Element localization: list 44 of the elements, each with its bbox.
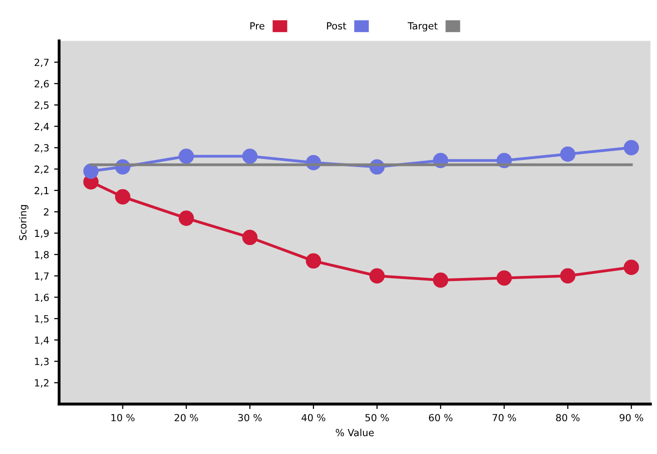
- point: [432, 272, 448, 288]
- y-tick-label: 2,2: [34, 166, 48, 174]
- point: [496, 270, 512, 286]
- y-tick-label: 2,4: [34, 122, 49, 132]
- y-tick-label: 1,6: [35, 294, 49, 302]
- legend-label: Pre: [250, 22, 264, 30]
- x-tick-label: 40 %: [302, 414, 326, 422]
- y-tick-label: 1,8: [35, 250, 49, 260]
- x-tick-label: 30 %: [238, 414, 262, 422]
- y-tick-label: 2,6: [34, 80, 49, 88]
- y-tick-label: 1,3: [35, 358, 49, 366]
- legend-label: Post: [327, 22, 346, 30]
- point: [242, 148, 258, 164]
- legend-label: Target: [408, 22, 438, 32]
- point: [560, 268, 576, 284]
- point: [624, 260, 639, 275]
- x-tick-label: 80 %: [556, 414, 580, 422]
- y-axis-title: Scoring: [18, 205, 28, 240]
- y-tick-label: 1,2: [35, 379, 48, 388]
- y-tick-label: 2,1: [34, 186, 49, 196]
- x-tick-label: 50 %: [365, 414, 389, 422]
- x-tick-label: 10 %: [111, 414, 135, 422]
- y-tick-label: 1,5: [35, 315, 49, 324]
- point: [624, 140, 639, 156]
- y-tick-label: 2: [44, 208, 48, 216]
- y-tick-label: 2,3: [34, 144, 49, 153]
- point: [115, 189, 130, 204]
- y-tick-label: 2,5: [34, 101, 49, 110]
- x-tick-label: 60 %: [428, 414, 452, 422]
- point: [306, 253, 322, 269]
- point: [369, 268, 385, 284]
- x-axis-title: % Value: [336, 428, 374, 436]
- point: [178, 210, 194, 226]
- point: [178, 148, 194, 164]
- point: [560, 146, 576, 162]
- y-tick-label: 1,4: [35, 336, 49, 345]
- y-tick-label: 1,7: [35, 272, 49, 281]
- point: [83, 164, 99, 179]
- x-tick-label: 70 %: [492, 414, 516, 422]
- x-tick-label: 90 %: [620, 414, 644, 422]
- point: [242, 230, 258, 246]
- x-tick-label: 20 %: [174, 414, 198, 422]
- y-tick-label: 1,9: [35, 230, 49, 238]
- y-tick-label: 2,7: [34, 58, 49, 68]
